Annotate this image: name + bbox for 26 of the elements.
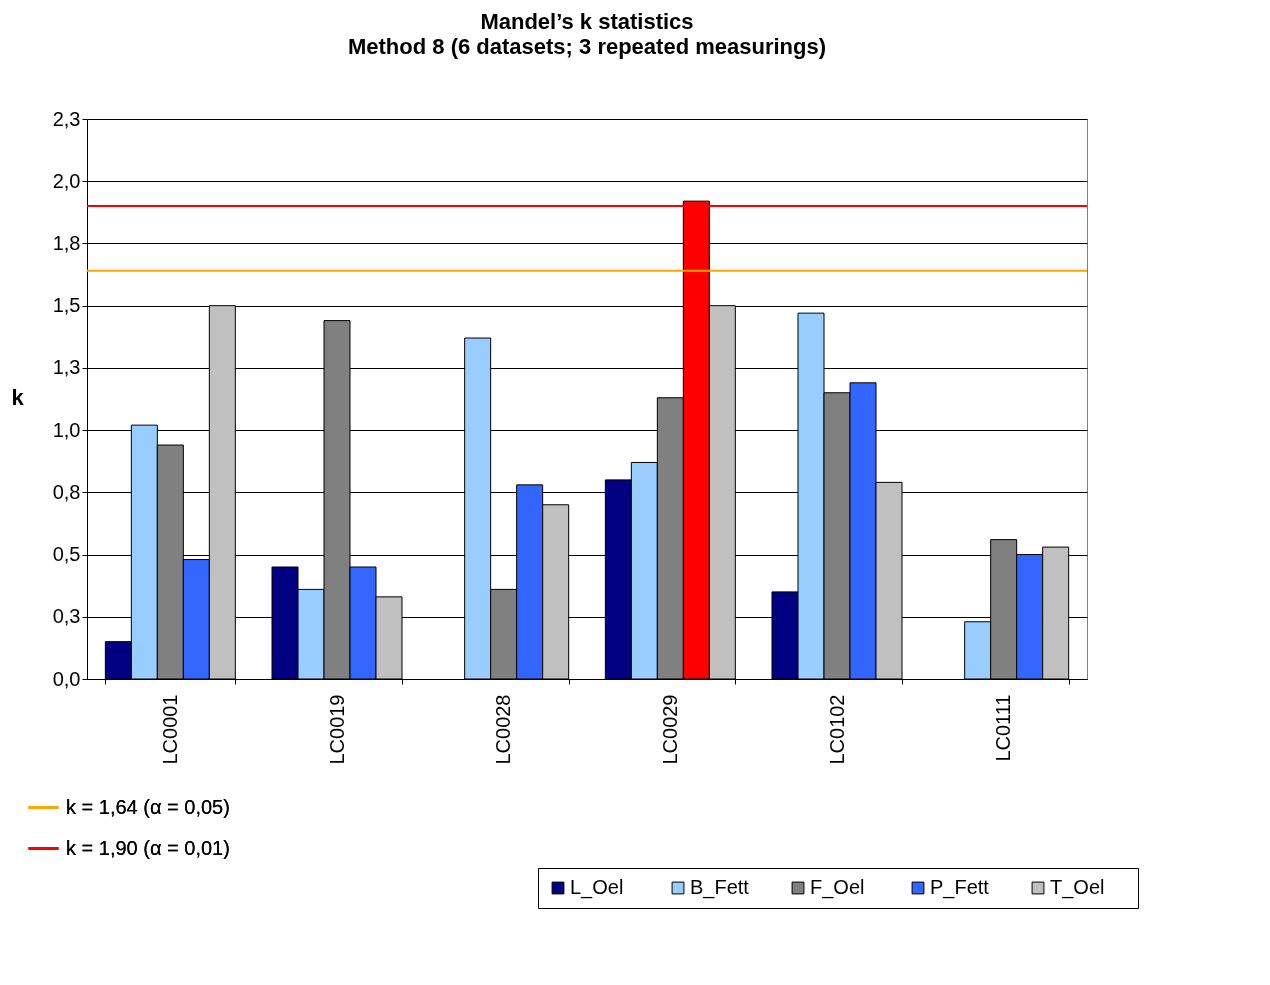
- legend-label: T_Oel: [1050, 876, 1105, 899]
- legend-label: L_Oel: [570, 876, 624, 899]
- y-tick-label: 1,3: [52, 356, 81, 379]
- chart-subtitle: Method 8 (6 datasets; 3 repeated measurings): [347, 34, 827, 59]
- y-tick-label: 0,0: [52, 667, 81, 690]
- y-tick-label: 0,8: [52, 480, 81, 503]
- x-tick-label: LC0111: [992, 694, 1015, 762]
- y-tick-label: 2,3: [52, 107, 81, 130]
- legend-label: k = 1,64 (α = 0,05): [66, 795, 230, 818]
- y-tick-label: 0,5: [52, 543, 81, 566]
- legend-label: F_Oel: [810, 876, 865, 899]
- y-axis-title: k: [11, 384, 25, 410]
- y-tick-label: 2,0: [52, 169, 81, 192]
- y-tick-label: 0,3: [52, 605, 81, 628]
- y-tick-label: 1,8: [52, 231, 81, 254]
- x-tick-label: LC0029: [658, 694, 681, 765]
- x-tick-label: LC0019: [325, 694, 348, 765]
- legend-label: k = 1,90 (α = 0,01): [66, 836, 230, 859]
- x-tick-label: LC0028: [492, 694, 515, 765]
- chart-title: Mandel’s k statistics: [480, 9, 694, 34]
- x-tick-label: LC0001: [158, 694, 181, 765]
- legend-label: B_Fett: [690, 876, 750, 899]
- y-tick-label: 1,0: [52, 418, 81, 441]
- y-tick-label: 1,5: [52, 294, 81, 317]
- x-tick-label: LC0102: [825, 694, 848, 765]
- legend-label: P_Fett: [930, 876, 990, 899]
